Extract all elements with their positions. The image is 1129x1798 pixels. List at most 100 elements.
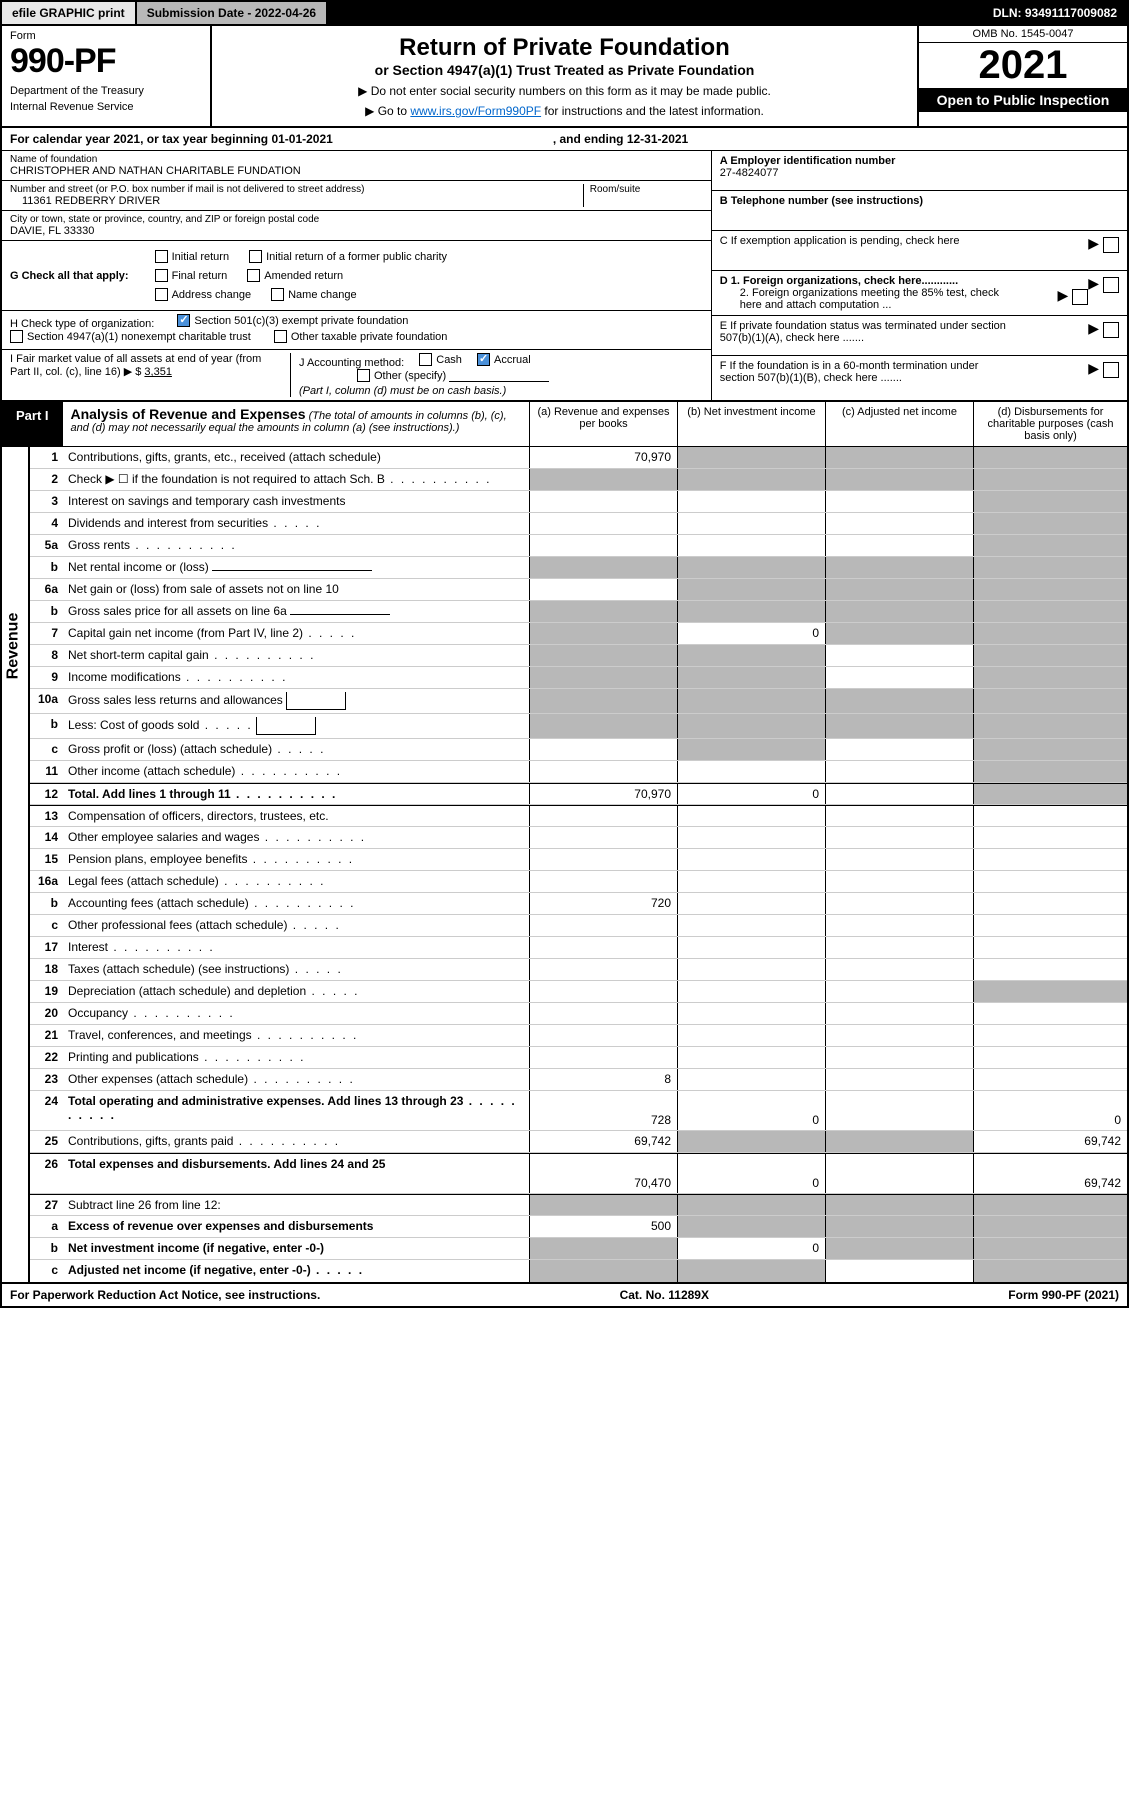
- form-header: Form 990-PF Department of the Treasury I…: [2, 26, 1127, 128]
- i-j-row: I Fair market value of all assets at end…: [2, 350, 711, 400]
- row-2: 2Check ▶ ☐ if the foundation is not requ…: [30, 469, 1127, 491]
- row-21: 21Travel, conferences, and meetings: [30, 1025, 1127, 1047]
- row-12: 12Total. Add lines 1 through 1170,9700: [30, 783, 1127, 805]
- dept-treasury: Department of the Treasury: [10, 85, 202, 97]
- chk-d1[interactable]: [1103, 277, 1119, 293]
- row-25: 25Contributions, gifts, grants paid69,74…: [30, 1131, 1127, 1153]
- info-right: A Employer identification number 27-4824…: [711, 151, 1127, 400]
- cal-ending: , and ending 12-31-2021: [553, 132, 688, 146]
- chk-other-taxable[interactable]: Other taxable private foundation: [274, 330, 448, 343]
- chk-name-change[interactable]: Name change: [271, 288, 357, 301]
- part1-tab: Part I: [2, 402, 63, 446]
- row-20: 20Occupancy: [30, 1003, 1127, 1025]
- row-27a: aExcess of revenue over expenses and dis…: [30, 1216, 1127, 1238]
- cat-number: Cat. No. 11289X: [620, 1288, 709, 1302]
- chk-address-change[interactable]: Address change: [155, 288, 252, 301]
- arrow-icon: ▶: [1088, 360, 1099, 377]
- submission-date: Submission Date - 2022-04-26: [137, 2, 328, 24]
- dln-number: DLN: 93491117009082: [983, 2, 1127, 24]
- chk-amended-return[interactable]: Amended return: [247, 269, 343, 282]
- chk-e[interactable]: [1103, 322, 1119, 338]
- city-label: City or town, state or province, country…: [10, 214, 703, 225]
- arrow-icon: ▶: [1088, 235, 1099, 252]
- omb-number: OMB No. 1545-0047: [919, 26, 1127, 43]
- part1-header: Part I Analysis of Revenue and Expenses …: [2, 402, 1127, 447]
- row-27c: cAdjusted net income (if negative, enter…: [30, 1260, 1127, 1282]
- col-b-header: (b) Net investment income: [677, 402, 825, 446]
- row-22: 22Printing and publications: [30, 1047, 1127, 1069]
- info-grid: Name of foundation CHRISTOPHER AND NATHA…: [2, 151, 1127, 402]
- row-5b: bNet rental income or (loss): [30, 557, 1127, 579]
- row-17: 17Interest: [30, 937, 1127, 959]
- tax-year: 2021: [919, 43, 1127, 88]
- row-18: 18Taxes (attach schedule) (see instructi…: [30, 959, 1127, 981]
- f-label: F If the foundation is in a 60-month ter…: [720, 360, 1010, 384]
- form-number: 990-PF: [10, 42, 202, 81]
- chk-501c3[interactable]: Section 501(c)(3) exempt private foundat…: [177, 314, 408, 327]
- city-value: DAVIE, FL 33330: [10, 225, 703, 237]
- col-a-header: (a) Revenue and expenses per books: [529, 402, 677, 446]
- chk-accrual[interactable]: Accrual: [477, 353, 531, 366]
- chk-4947a1[interactable]: Section 4947(a)(1) nonexempt charitable …: [10, 330, 251, 343]
- chk-other-method[interactable]: Other (specify): [357, 369, 446, 382]
- row-15: 15Pension plans, employee benefits: [30, 849, 1127, 871]
- side-labels: Revenue Operating and Administrative Exp…: [2, 447, 30, 1282]
- j-note: (Part I, column (d) must be on cash basi…: [299, 385, 506, 397]
- form-label: Form: [10, 30, 202, 42]
- top-bar: efile GRAPHIC print Submission Date - 20…: [2, 2, 1127, 26]
- h-label: H Check type of organization:: [10, 318, 154, 330]
- chk-cash[interactable]: Cash: [419, 353, 462, 366]
- row-10c: cGross profit or (loss) (attach schedule…: [30, 739, 1127, 761]
- ein-value: 27-4824077: [720, 167, 1119, 179]
- ein-cell: A Employer identification number 27-4824…: [712, 151, 1127, 191]
- ein-label: A Employer identification number: [720, 155, 1119, 167]
- table-body: 1Contributions, gifts, grants, etc., rec…: [30, 447, 1127, 1282]
- chk-f[interactable]: [1103, 362, 1119, 378]
- open-to-public: Open to Public Inspection: [919, 88, 1127, 112]
- room-label: Room/suite: [590, 184, 703, 195]
- row-11: 11Other income (attach schedule): [30, 761, 1127, 783]
- chk-d2[interactable]: [1072, 289, 1088, 305]
- foundation-name: CHRISTOPHER AND NATHAN CHARITABLE FUNDAT…: [10, 165, 703, 177]
- c-cell: C If exemption application is pending, c…: [712, 231, 1127, 271]
- part1-desc: Analysis of Revenue and Expenses (The to…: [63, 402, 529, 446]
- g-label: G Check all that apply:: [10, 270, 129, 282]
- efile-print-button[interactable]: efile GRAPHIC print: [2, 2, 137, 24]
- chk-initial-return[interactable]: Initial return: [155, 250, 229, 263]
- d2-label: 2. Foreign organizations meeting the 85%…: [720, 287, 1000, 311]
- addr-label: Number and street (or P.O. box number if…: [10, 184, 583, 195]
- c-label: C If exemption application is pending, c…: [720, 235, 960, 247]
- col-c-header: (c) Adjusted net income: [825, 402, 973, 446]
- revenue-label: Revenue: [4, 613, 22, 680]
- row-19: 19Depreciation (attach schedule) and dep…: [30, 981, 1127, 1003]
- row-10b: bLess: Cost of goods sold: [30, 714, 1127, 739]
- form-title: Return of Private Foundation: [220, 34, 909, 62]
- j-label: J Accounting method:: [299, 357, 404, 369]
- row-5a: 5aGross rents: [30, 535, 1127, 557]
- phone-label: B Telephone number (see instructions): [720, 195, 1119, 207]
- form-footer: For Paperwork Reduction Act Notice, see …: [2, 1282, 1127, 1306]
- e-label: E If private foundation status was termi…: [720, 320, 1010, 344]
- name-label: Name of foundation: [10, 154, 703, 165]
- name-cell: Name of foundation CHRISTOPHER AND NATHA…: [2, 151, 711, 181]
- col-d-header: (d) Disbursements for charitable purpose…: [973, 402, 1127, 446]
- row-24: 24Total operating and administrative exp…: [30, 1091, 1127, 1131]
- part1-title: Analysis of Revenue and Expenses: [71, 406, 306, 422]
- irs-label: Internal Revenue Service: [10, 101, 202, 113]
- irs-link[interactable]: www.irs.gov/Form990PF: [410, 104, 541, 118]
- chk-initial-former[interactable]: Initial return of a former public charit…: [249, 250, 447, 263]
- topbar-spacer: [328, 2, 983, 24]
- row-23: 23Other expenses (attach schedule)8: [30, 1069, 1127, 1091]
- info-left: Name of foundation CHRISTOPHER AND NATHA…: [2, 151, 711, 400]
- row-13: 13Compensation of officers, directors, t…: [30, 805, 1127, 827]
- phone-cell: B Telephone number (see instructions): [712, 191, 1127, 231]
- row-8: 8Net short-term capital gain: [30, 645, 1127, 667]
- i-prefix: ▶ $: [124, 366, 142, 378]
- row-10a: 10aGross sales less returns and allowanc…: [30, 689, 1127, 714]
- header-center: Return of Private Foundation or Section …: [212, 26, 917, 126]
- column-headers: (a) Revenue and expenses per books (b) N…: [529, 402, 1127, 446]
- form-ref: Form 990-PF (2021): [1008, 1288, 1119, 1302]
- chk-final-return[interactable]: Final return: [155, 269, 228, 282]
- chk-c[interactable]: [1103, 237, 1119, 253]
- header-right: OMB No. 1545-0047 2021 Open to Public In…: [917, 26, 1127, 126]
